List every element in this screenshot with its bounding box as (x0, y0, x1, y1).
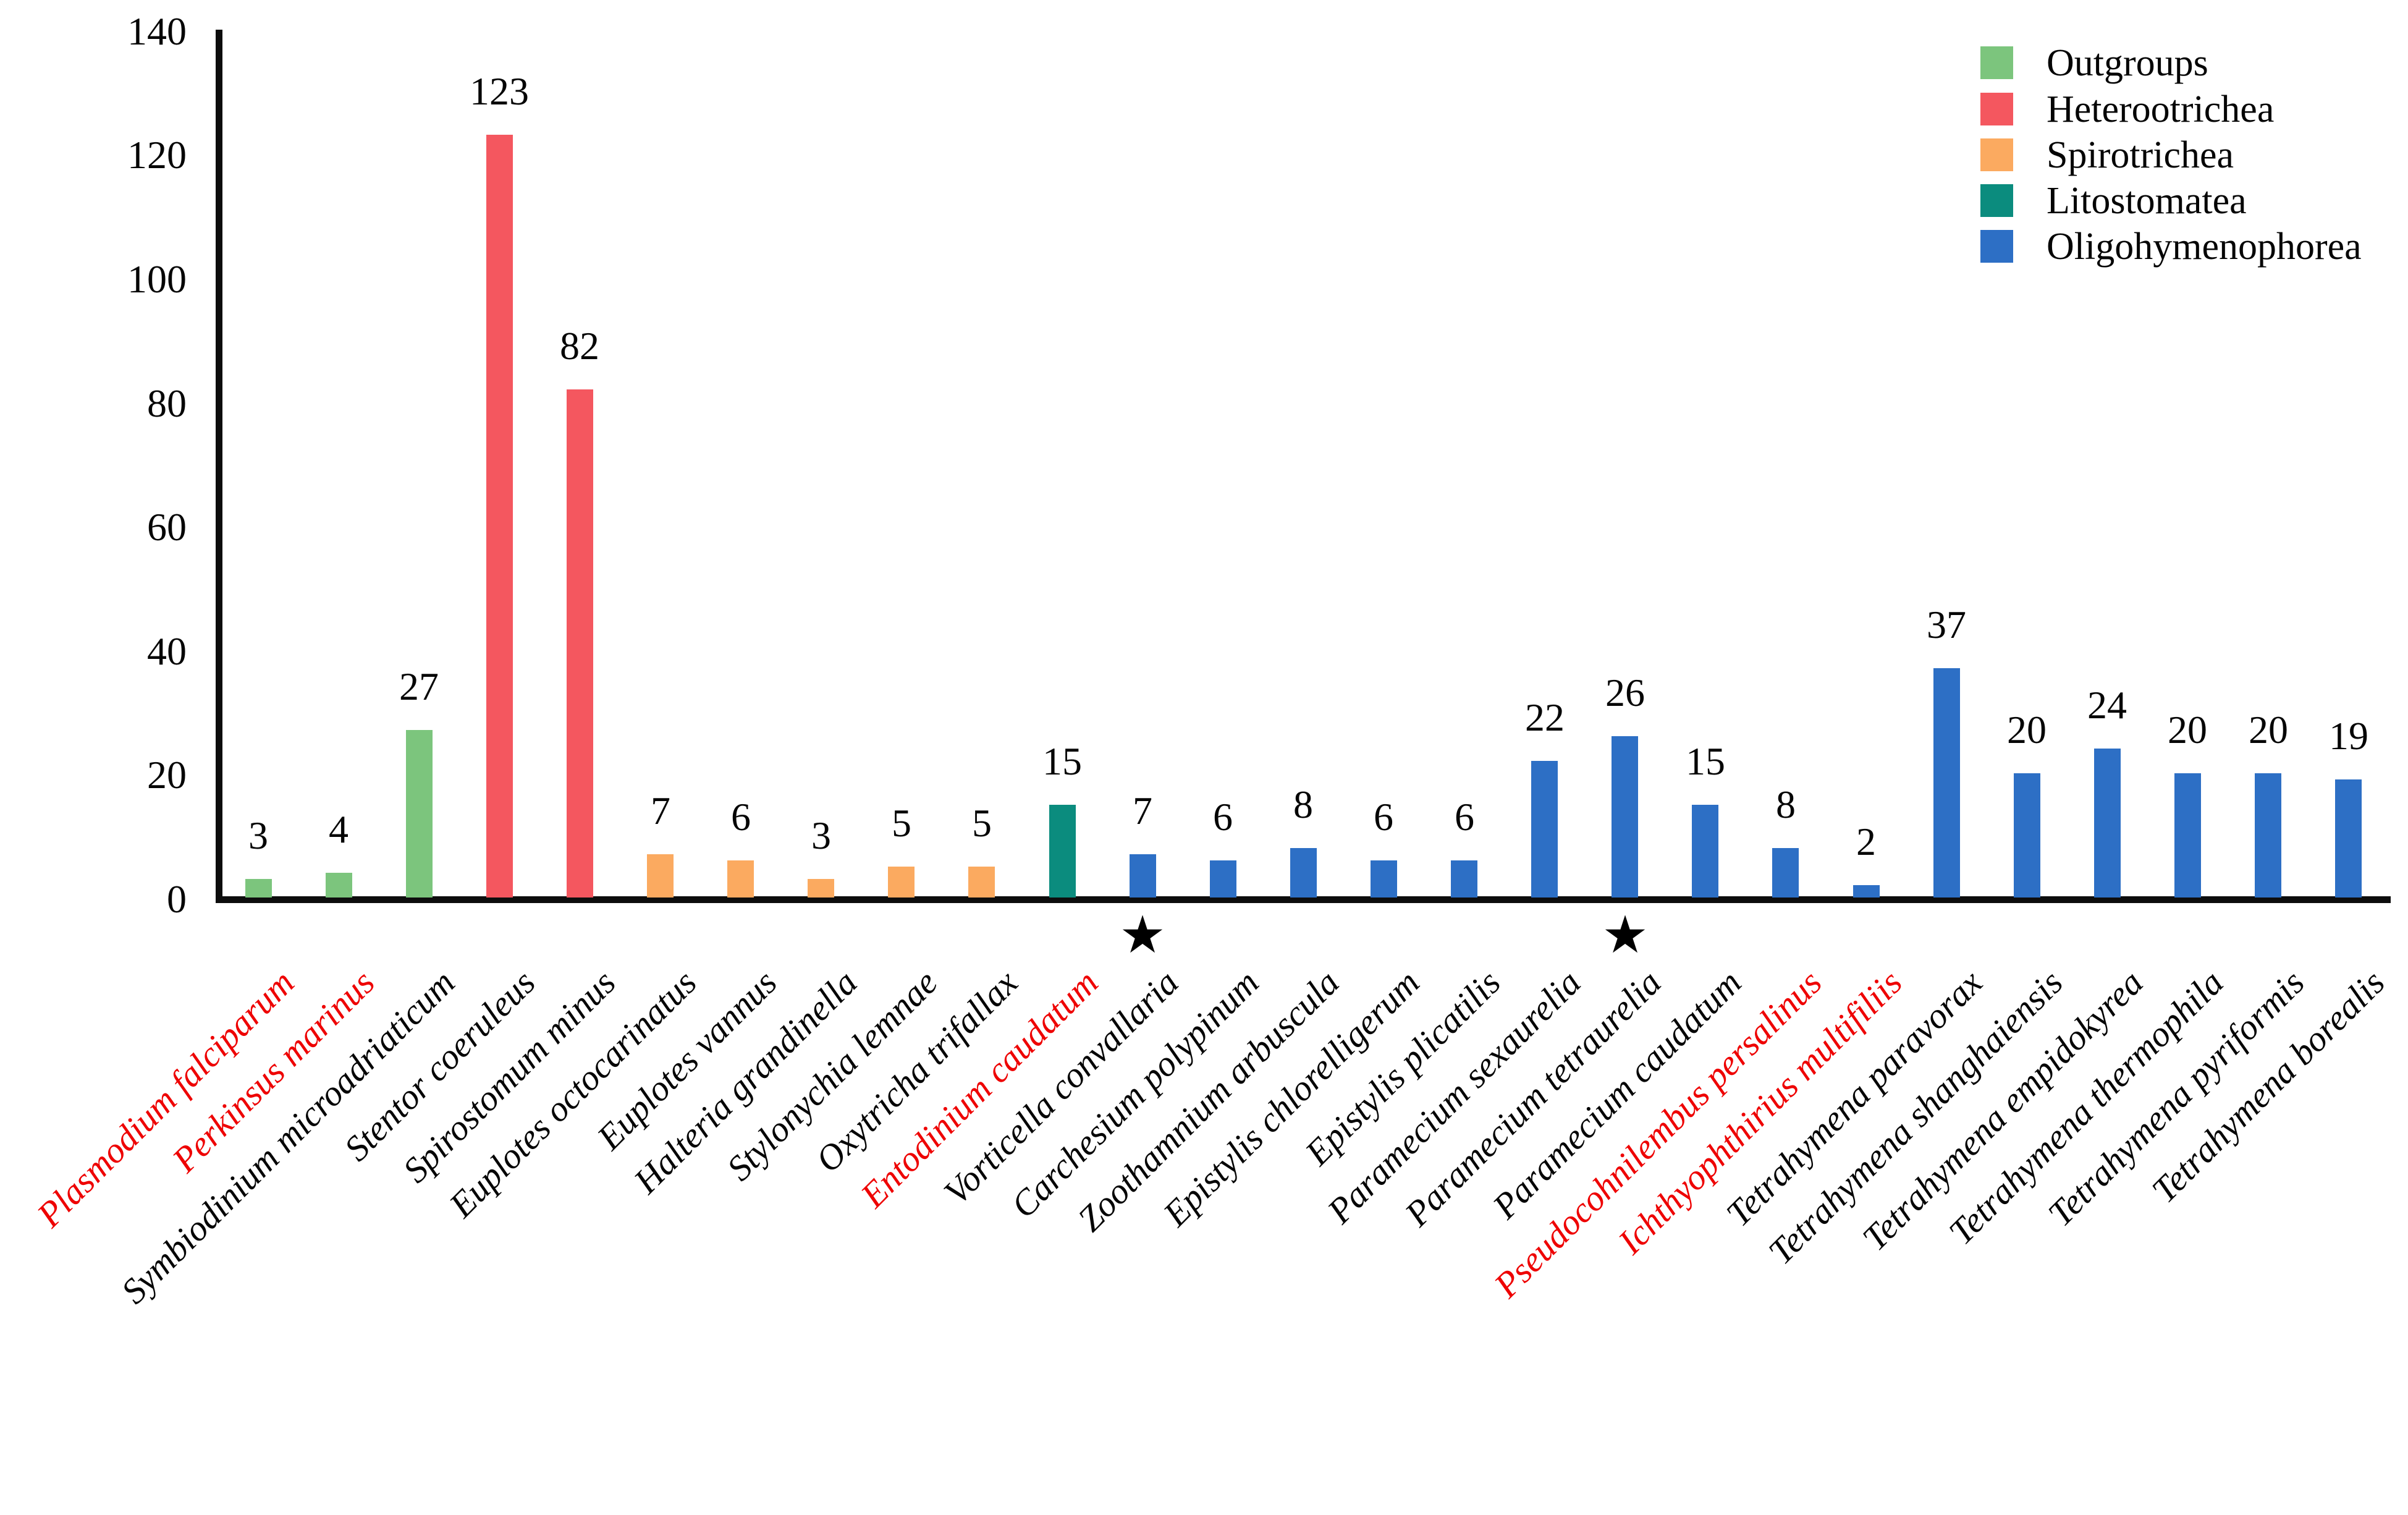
bar-value-label: 22 (1525, 695, 1565, 739)
y-tick-label: 60 (147, 505, 187, 550)
bar (2174, 773, 2201, 898)
bar (2014, 773, 2040, 898)
legend-row: Heterootrichea (1980, 90, 2382, 129)
y-tick-label: 0 (167, 877, 187, 921)
bar-value-label: 3 (248, 813, 268, 857)
y-tick-label: 40 (147, 629, 187, 673)
bar-value-label: 3 (811, 813, 831, 857)
legend-label: Spirotrichea (2047, 134, 2234, 176)
bar (1451, 860, 1477, 898)
bar (326, 873, 352, 898)
bar (1531, 761, 1558, 898)
bar (1210, 860, 1236, 898)
bar-value-label: 19 (2329, 714, 2368, 758)
legend-swatch (1980, 184, 2013, 217)
y-tick-label: 20 (147, 753, 187, 797)
bar-value-label: 37 (1927, 603, 1966, 647)
bar (406, 730, 433, 898)
bar (727, 860, 754, 898)
legend-label: Heterootrichea (2047, 88, 2275, 130)
legend-row: Spirotrichea (1980, 134, 2382, 176)
bar (2094, 749, 2121, 898)
bar (245, 879, 272, 898)
y-tick-label: 100 (127, 257, 187, 301)
bar-value-label: 20 (2168, 708, 2207, 752)
star-icon: ★ (1602, 907, 1649, 964)
bar-value-label: 6 (1374, 795, 1393, 839)
bar (1290, 848, 1317, 898)
bar (1612, 736, 1638, 898)
legend-swatch (1980, 138, 2013, 171)
bar-value-label: 5 (972, 801, 992, 845)
x-axis-line (216, 896, 2391, 903)
y-tick-label: 140 (127, 9, 187, 53)
bar (2255, 773, 2281, 898)
bar (808, 879, 834, 898)
bar (647, 854, 674, 898)
bar (2335, 779, 2362, 898)
legend-label: Litostomatea (2047, 179, 2247, 222)
y-axis-line (216, 30, 222, 902)
bar (1853, 885, 1880, 898)
bar-value-label: 15 (1042, 739, 1082, 783)
bar-value-label: 4 (329, 807, 349, 851)
legend-row: Oligohymenophorea (1980, 225, 2382, 268)
legend-label: Outgroups (2047, 41, 2208, 84)
bar-value-label: 7 (1133, 789, 1152, 833)
y-tick-label: 120 (127, 133, 187, 177)
bar-value-label: 8 (1293, 783, 1313, 826)
legend-swatch (1980, 46, 2013, 79)
bar (888, 867, 915, 898)
bar (1772, 848, 1799, 898)
bar (968, 867, 995, 898)
y-tick-label: 80 (147, 381, 187, 425)
legend-swatch (1980, 93, 2013, 125)
bar (1371, 860, 1397, 898)
bar-value-label: 82 (560, 324, 599, 368)
bar (486, 135, 513, 898)
bar-chart-figure: 0 20 40 60 80 100 120 140 3 4 27 123 82 7 6 3 5 5 15 7 6 8 6 6… (29, 9, 2392, 1311)
legend-row: Litostomatea (1980, 179, 2382, 222)
bar-value-label: 27 (399, 664, 439, 708)
bar-value-label: 123 (470, 69, 529, 113)
legend-label: Oligohymenophorea (2047, 225, 2362, 268)
bar-value-label: 20 (2249, 708, 2288, 752)
bar-value-label: 6 (1213, 795, 1233, 839)
legend-row: Outgroups (1980, 41, 2382, 84)
bar-value-label: 8 (1776, 783, 1796, 826)
legend: Outgroups Heterootrichea Spirotrichea Litos… (1980, 41, 2382, 281)
bar-value-label: 24 (2087, 683, 2127, 727)
bar (1049, 805, 1076, 898)
legend-swatch (1980, 230, 2013, 263)
bar-value-label: 26 (1605, 671, 1645, 715)
bar-value-label: 7 (651, 789, 670, 833)
bar-value-label: 20 (2007, 708, 2047, 752)
star-icon: ★ (1119, 907, 1166, 964)
bar-value-label: 6 (731, 795, 751, 839)
bar (1692, 805, 1718, 898)
bar-value-label: 5 (892, 801, 911, 845)
bar-value-label: 15 (1686, 739, 1725, 783)
bar (567, 389, 593, 898)
bar (1130, 854, 1156, 898)
bar (1933, 668, 1960, 898)
bar-value-label: 6 (1455, 795, 1474, 839)
bar-value-label: 2 (1856, 820, 1876, 864)
